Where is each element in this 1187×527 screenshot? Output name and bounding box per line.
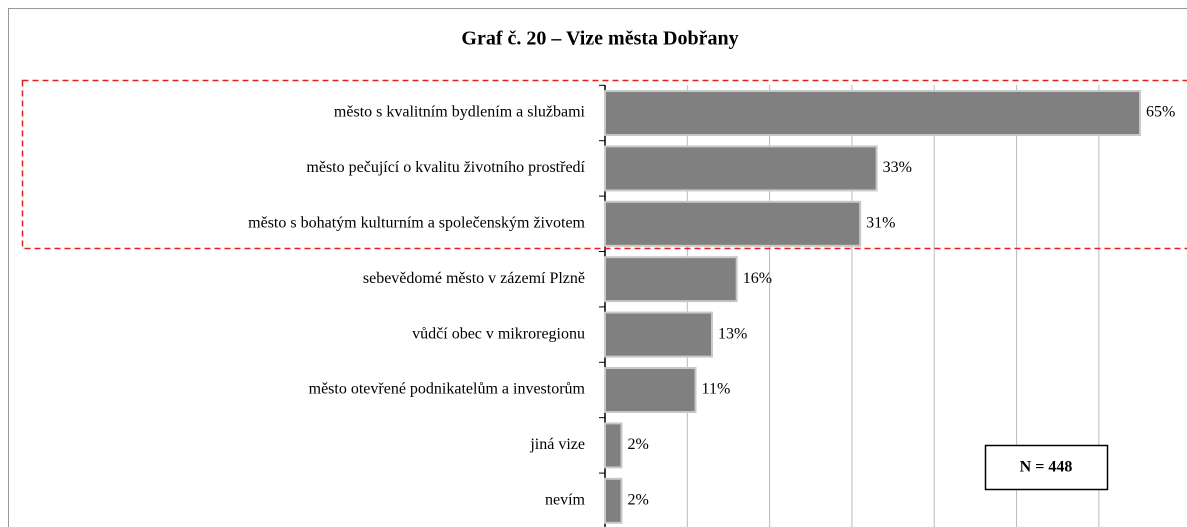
y-tick-label: sebevědomé město v zázemí Plzně — [363, 270, 585, 287]
bar — [604, 422, 623, 469]
y-tick-label: město pečující o kvalitu životního prost… — [306, 159, 585, 176]
bar — [604, 90, 1141, 136]
annotation-box — [984, 444, 1109, 491]
value-label: 31% — [866, 214, 895, 231]
y-tick-label: nevím — [545, 491, 586, 508]
bar — [604, 145, 878, 192]
highlight-box — [21, 79, 1187, 250]
y-tick-label: jiná vize — [529, 436, 585, 453]
bar — [604, 477, 623, 524]
value-label: 65% — [1146, 104, 1175, 121]
value-label: 2% — [627, 436, 648, 453]
y-tick-label: vůdčí obec v mikroregionu — [412, 325, 585, 342]
y-tick-label: město otevřené podnikatelům a investorům — [309, 381, 586, 398]
plot-area: město s kvalitním bydlením a službami 65%… — [248, 84, 1175, 527]
y-tick-label: město s bohatým kulturním a společenským… — [248, 214, 585, 231]
bar — [604, 367, 697, 413]
bar — [604, 311, 713, 358]
bar — [604, 200, 862, 247]
value-label: 13% — [718, 325, 747, 342]
annotation: N = 448 — [1020, 459, 1073, 476]
value-label: 33% — [883, 159, 912, 176]
y-tick-label: město s kvalitním bydlením a službami — [334, 104, 586, 121]
bar — [604, 256, 738, 303]
value-label: 16% — [743, 270, 772, 287]
value-label: 2% — [627, 491, 648, 508]
value-label: 11% — [702, 381, 731, 398]
chart-title: Graf č. 20 – Vize města Dobřany — [461, 28, 738, 50]
